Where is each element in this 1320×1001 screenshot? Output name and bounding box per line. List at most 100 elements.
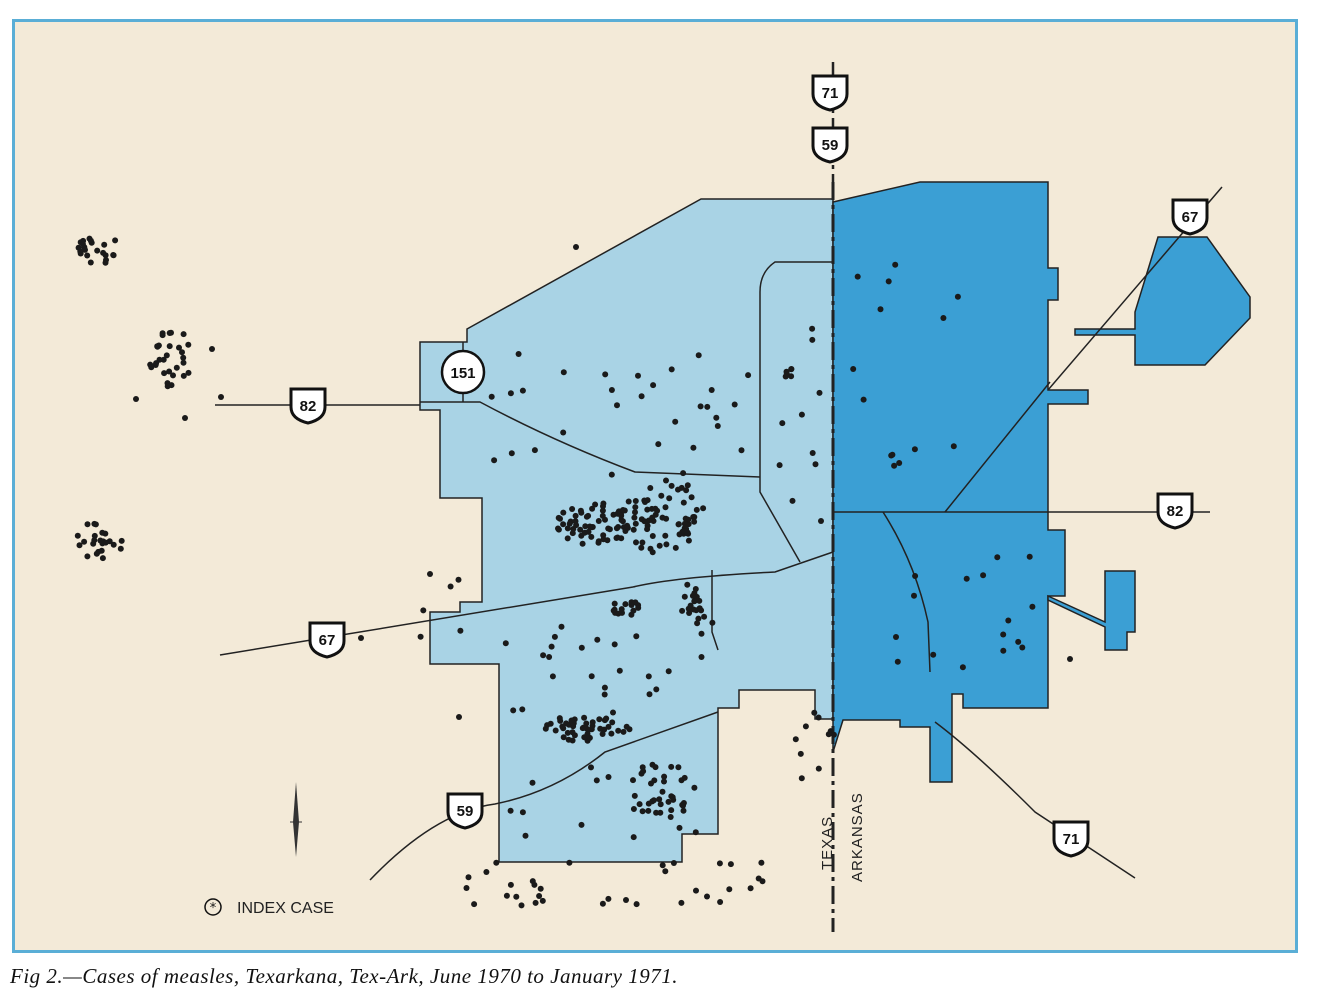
case-dot: [605, 723, 612, 730]
case-dot: [103, 257, 109, 263]
case-dot: [566, 520, 573, 527]
case-dot: [704, 403, 711, 410]
case-dot: [87, 259, 94, 266]
case-dot: [560, 521, 567, 528]
case-dot: [698, 654, 705, 660]
case-dot: [893, 634, 899, 640]
case-dot: [652, 764, 659, 771]
route-shield-tx-151: 151: [440, 349, 486, 395]
case-dot: [709, 619, 716, 626]
case-dot: [611, 600, 618, 607]
case-dot: [633, 539, 639, 546]
case-dot: [695, 615, 702, 622]
case-dot: [579, 540, 586, 547]
case-dot: [81, 538, 88, 545]
case-dot: [630, 607, 637, 614]
case-dot: [555, 514, 562, 521]
case-dot: [668, 763, 675, 770]
case-dot: [84, 252, 91, 259]
case-dot: [812, 461, 819, 468]
case-dot: [668, 482, 675, 489]
case-dot: [693, 593, 700, 600]
route-shield-us-59-north: 59: [811, 126, 849, 164]
case-dot: [491, 457, 498, 464]
case-dot: [657, 801, 664, 808]
case-dot: [717, 899, 724, 905]
case-dot: [615, 524, 622, 530]
case-dot: [457, 627, 464, 634]
case-dot: [950, 443, 957, 450]
case-dot: [779, 420, 786, 427]
case-dot: [682, 515, 689, 522]
case-dot: [86, 235, 93, 242]
case-dot: [154, 343, 161, 350]
case-dot: [90, 540, 97, 547]
case-dot: [564, 525, 571, 532]
case-dot: [110, 541, 117, 548]
case-dot: [97, 537, 104, 544]
case-dot: [647, 545, 654, 552]
texarkana-arkansas-area: [832, 181, 1089, 783]
case-dot: [608, 730, 615, 737]
case-dot: [118, 537, 125, 544]
case-dot: [731, 401, 738, 408]
case-dot: [605, 895, 612, 902]
case-dot: [560, 429, 567, 436]
arkansas-northeast-annex: [1074, 236, 1251, 366]
case-dot: [209, 346, 215, 352]
case-dot: [809, 450, 816, 456]
case-dot: [589, 505, 596, 512]
case-dot: [658, 492, 665, 499]
svg-text:*: *: [210, 901, 217, 916]
case-dot: [704, 893, 710, 900]
case-dot: [358, 635, 364, 641]
case-dot: [507, 390, 514, 397]
case-dot: [463, 885, 470, 891]
case-dot: [681, 774, 688, 781]
case-dot: [691, 598, 698, 605]
case-dot: [581, 714, 588, 721]
case-dot: [578, 509, 585, 516]
case-dot: [645, 807, 652, 814]
case-dot: [112, 237, 119, 244]
case-dot: [163, 352, 170, 359]
case-dot: [621, 507, 628, 514]
case-dot: [218, 394, 224, 400]
case-dot: [173, 364, 180, 371]
case-dot: [546, 654, 553, 660]
case-dot: [693, 607, 700, 614]
case-dot: [684, 482, 691, 489]
case-dot: [980, 572, 987, 579]
case-dot: [519, 809, 526, 816]
case-dot: [532, 899, 539, 906]
case-dot: [488, 393, 495, 400]
case-dot: [963, 575, 970, 582]
case-dot: [180, 359, 187, 366]
case-dot: [639, 808, 646, 815]
case-dot: [758, 859, 765, 866]
case-dot: [74, 532, 81, 539]
case-dot: [641, 518, 648, 525]
case-dot: [666, 495, 673, 502]
case-dot: [994, 554, 1001, 561]
case-dot: [493, 859, 500, 866]
case-dot: [623, 723, 630, 730]
case-dot: [788, 366, 795, 373]
case-dot: [667, 814, 674, 820]
case-dot: [825, 731, 832, 738]
svg-text:67: 67: [1182, 209, 1199, 226]
case-dot: [539, 897, 546, 904]
case-dot: [564, 729, 571, 736]
case-dot: [818, 518, 824, 524]
case-dot: [577, 526, 584, 533]
case-dot: [585, 528, 592, 535]
asterisk-circle-icon: *: [204, 898, 222, 916]
case-dot: [695, 352, 702, 359]
case-dot: [680, 470, 687, 477]
case-dot: [522, 832, 529, 839]
case-dot: [815, 714, 822, 721]
case-dot: [670, 796, 677, 803]
case-dot: [623, 897, 629, 903]
case-dot: [601, 684, 608, 691]
case-dot: [95, 548, 102, 555]
